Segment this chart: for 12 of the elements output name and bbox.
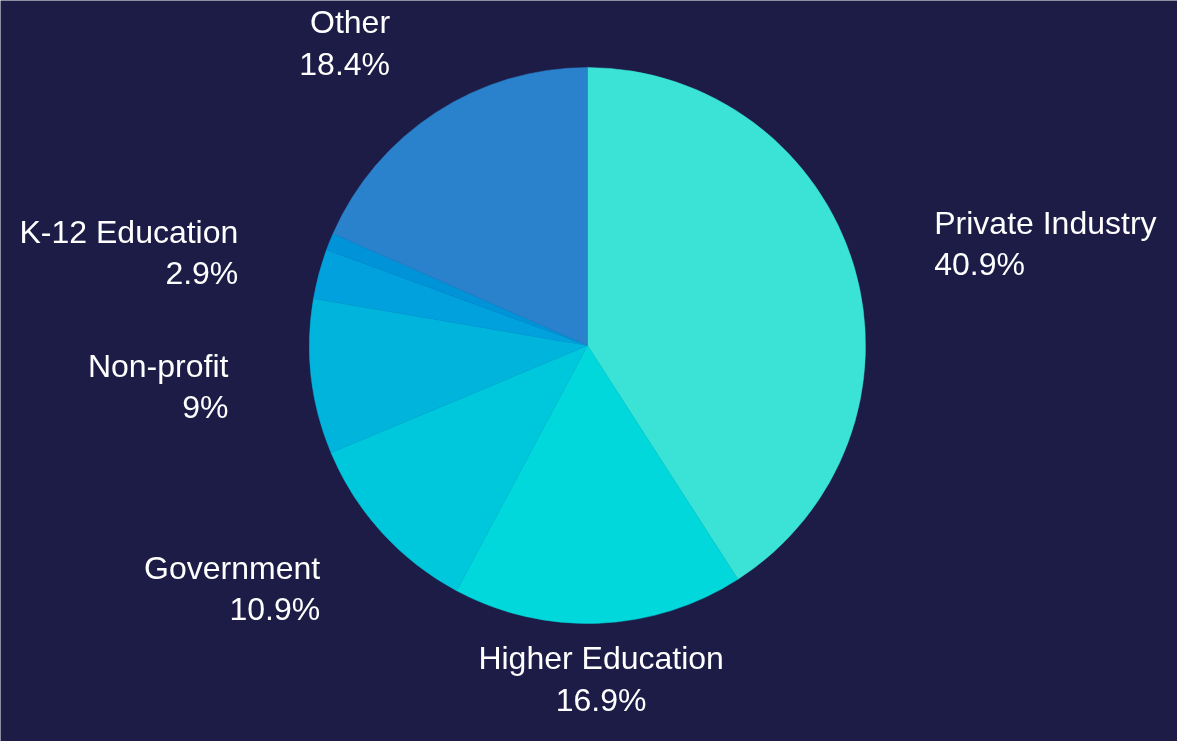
slice-label: Non-profit <box>87 347 229 384</box>
slice-label: K-12 Education <box>19 213 239 250</box>
data-label: 18.4% <box>299 45 391 82</box>
data-label: 9% <box>182 388 229 425</box>
data-label: 10.9% <box>229 591 321 628</box>
slice-label: Government <box>144 550 321 587</box>
data-label: 40.9% <box>934 246 1025 283</box>
data-label: 16.9% <box>555 681 647 718</box>
slice-label: Private Industry <box>934 204 1157 241</box>
slice-label: Higher Education <box>478 640 724 677</box>
data-label: 2.9% <box>165 255 239 292</box>
slice-label: Other <box>310 4 391 41</box>
